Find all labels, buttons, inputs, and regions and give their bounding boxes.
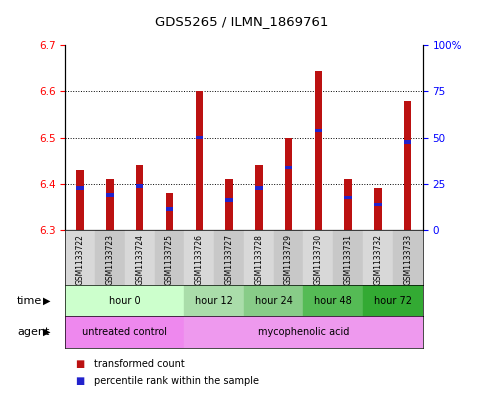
Bar — [285, 138, 292, 230]
Bar — [393, 45, 423, 230]
Bar — [363, 285, 423, 316]
Text: time: time — [17, 296, 42, 306]
Bar — [166, 193, 173, 230]
Text: GSM1133722: GSM1133722 — [76, 234, 85, 285]
Bar — [363, 230, 393, 285]
Text: transformed count: transformed count — [94, 358, 185, 369]
Bar — [344, 179, 352, 230]
Bar — [185, 230, 214, 285]
Text: GSM1133727: GSM1133727 — [225, 234, 233, 285]
Bar — [155, 45, 185, 230]
Text: percentile rank within the sample: percentile rank within the sample — [94, 376, 259, 386]
Text: GSM1133732: GSM1133732 — [373, 234, 383, 285]
Text: hour 24: hour 24 — [255, 296, 293, 306]
Bar — [303, 230, 333, 285]
Bar — [374, 188, 382, 230]
Bar — [166, 207, 173, 211]
Bar — [244, 285, 303, 316]
Bar — [196, 92, 203, 230]
Bar — [155, 230, 185, 285]
Bar — [344, 196, 352, 199]
Text: mycophenolic acid: mycophenolic acid — [258, 327, 349, 337]
Text: hour 0: hour 0 — [109, 296, 141, 306]
Bar — [106, 179, 114, 230]
Bar — [125, 230, 155, 285]
Bar — [303, 45, 333, 230]
Text: hour 72: hour 72 — [374, 296, 412, 306]
Bar — [185, 285, 244, 316]
Text: GSM1133724: GSM1133724 — [135, 234, 144, 285]
Bar — [196, 136, 203, 140]
Text: ■: ■ — [75, 358, 84, 369]
Bar — [285, 166, 292, 169]
Bar — [185, 45, 214, 230]
Text: hour 48: hour 48 — [314, 296, 352, 306]
Bar — [95, 230, 125, 285]
Bar — [65, 316, 185, 348]
Bar — [404, 140, 412, 144]
Bar — [314, 71, 322, 230]
Bar — [333, 45, 363, 230]
Bar — [225, 198, 233, 202]
Text: GSM1133728: GSM1133728 — [255, 234, 263, 285]
Bar — [303, 285, 363, 316]
Text: GSM1133729: GSM1133729 — [284, 234, 293, 285]
Text: GSM1133726: GSM1133726 — [195, 234, 204, 285]
Bar — [314, 129, 322, 132]
Bar — [136, 165, 143, 230]
Text: untreated control: untreated control — [82, 327, 167, 337]
Bar — [95, 45, 125, 230]
Bar — [214, 45, 244, 230]
Bar — [106, 193, 114, 197]
Bar — [65, 285, 185, 316]
Text: hour 12: hour 12 — [195, 296, 233, 306]
Bar — [244, 45, 274, 230]
Bar — [393, 230, 423, 285]
Bar — [333, 230, 363, 285]
Bar — [65, 230, 95, 285]
Bar — [255, 187, 263, 190]
Bar — [125, 45, 155, 230]
Text: GSM1133723: GSM1133723 — [105, 234, 114, 285]
Text: ▶: ▶ — [43, 296, 51, 306]
Text: agent: agent — [17, 327, 49, 337]
Text: ▶: ▶ — [43, 327, 51, 337]
Bar — [65, 45, 95, 230]
Text: GSM1133725: GSM1133725 — [165, 234, 174, 285]
Bar — [76, 187, 84, 190]
Bar — [225, 179, 233, 230]
Bar — [274, 230, 303, 285]
Bar — [363, 45, 393, 230]
Bar — [214, 230, 244, 285]
Bar — [185, 316, 423, 348]
Bar — [244, 230, 274, 285]
Text: GSM1133733: GSM1133733 — [403, 234, 412, 285]
Bar — [374, 203, 382, 206]
Text: GDS5265 / ILMN_1869761: GDS5265 / ILMN_1869761 — [155, 15, 328, 28]
Bar — [274, 45, 303, 230]
Text: GSM1133731: GSM1133731 — [344, 234, 353, 285]
Bar — [136, 184, 143, 188]
Text: ■: ■ — [75, 376, 84, 386]
Bar — [76, 170, 84, 230]
Bar — [404, 101, 412, 230]
Text: GSM1133730: GSM1133730 — [314, 234, 323, 285]
Bar — [255, 165, 263, 230]
